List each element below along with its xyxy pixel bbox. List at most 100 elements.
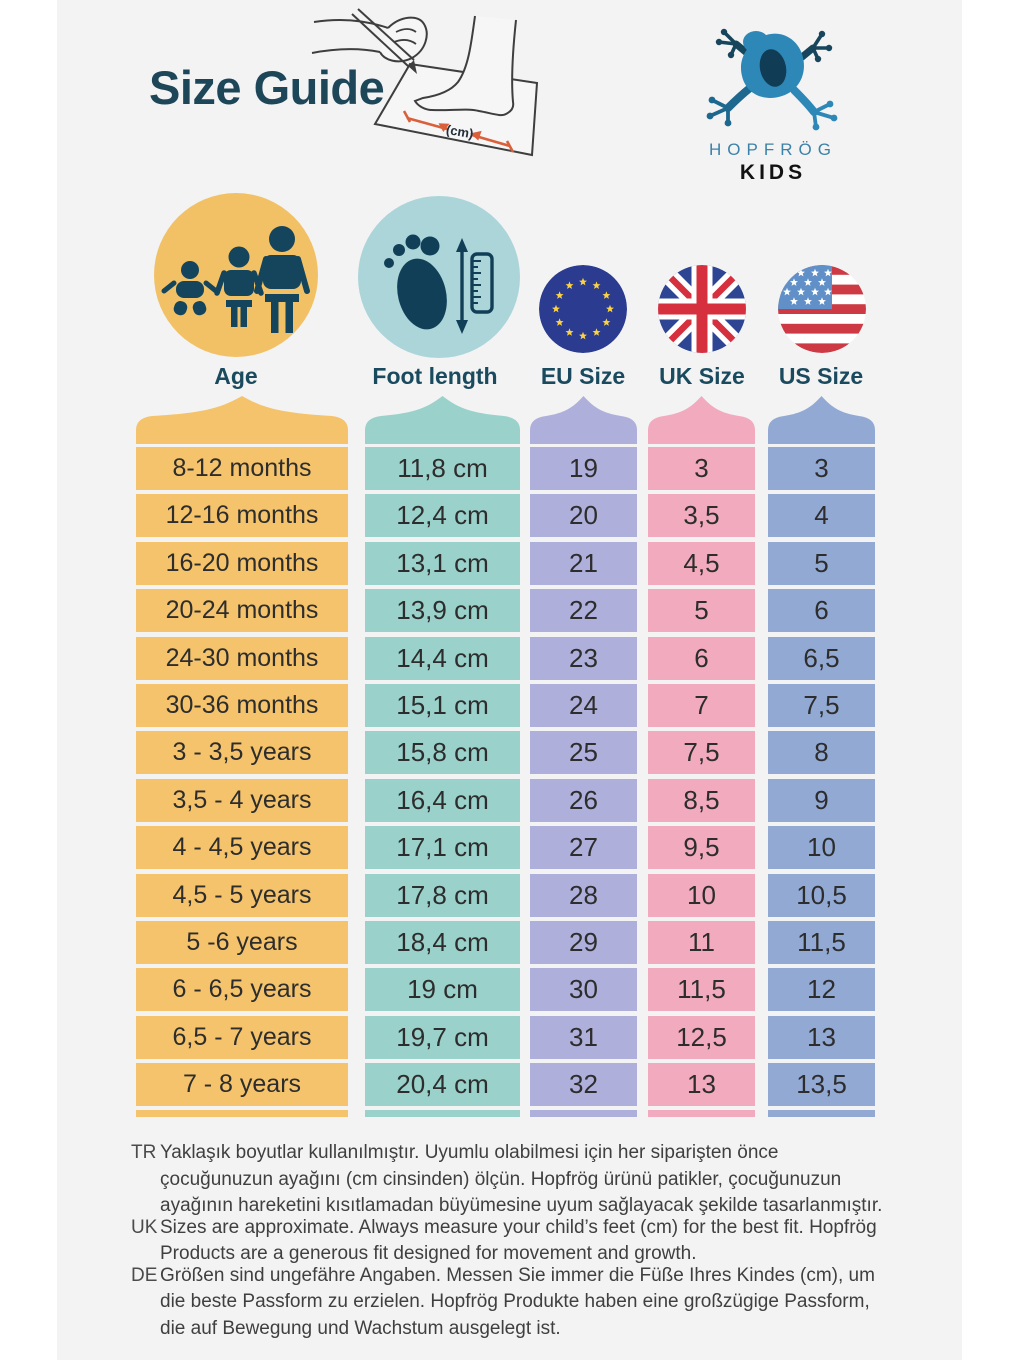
table-cell: 3: [768, 447, 875, 490]
table-cell: 19 cm: [365, 968, 520, 1012]
table-cell: 31: [530, 1015, 637, 1059]
table-cell: 6,5 - 7 years: [136, 1015, 348, 1059]
table-cell: 30: [530, 968, 637, 1012]
table-cell: 20,4 cm: [365, 1063, 520, 1107]
brand-sub: KIDS: [739, 161, 807, 184]
table-cell: 10: [648, 873, 755, 917]
table-cell: 25: [530, 731, 637, 775]
table-cell: 3: [648, 447, 755, 490]
table-column-us-size: 3 4 5 6 6,5 7,5 8 9 10 10,5 11,5 12 13 13,5: [768, 396, 875, 1117]
footnotes: TR Yaklaşık boyutlar kullanılmıştır. Uyu…: [131, 1140, 921, 1339]
table-cell: 13: [768, 1015, 875, 1059]
table-cell: 7: [648, 683, 755, 727]
note-lang-tr: TR: [131, 1142, 157, 1163]
table-cell: 11,5: [768, 920, 875, 964]
table-cell: 11,5: [648, 968, 755, 1012]
table-cell: 9: [768, 778, 875, 822]
table-cell: 11,8 cm: [365, 447, 520, 490]
column-dome: [530, 396, 637, 444]
table-cell: 6 - 6,5 years: [136, 968, 348, 1012]
table-cell: 16-20 months: [136, 541, 348, 585]
table-cell: 8,5: [648, 778, 755, 822]
note-lang-uk: UK: [131, 1216, 158, 1238]
table-cell: 8-12 months: [136, 447, 348, 490]
table-cell: 17,1 cm: [365, 826, 520, 870]
table-cell: 17,8 cm: [365, 873, 520, 917]
foot-ruler-icon: [358, 196, 520, 358]
eu-flag-icon: [539, 265, 627, 353]
table-column-uk-size: 3 3,5 4,5 5 6 7 7,5 8,5 9,5 10 11 11,5 12,5 13: [648, 396, 755, 1117]
table-cell: 22: [530, 589, 637, 633]
column-label-foot-length: Foot length: [372, 363, 498, 389]
table-cell: 11: [648, 920, 755, 964]
table-cell: 15,8 cm: [365, 731, 520, 775]
table-cell: 6: [648, 636, 755, 680]
table-cell: 7,5: [768, 683, 875, 727]
cropped-row-sliver: [768, 1110, 875, 1117]
table-cell: 3,5 - 4 years: [136, 778, 348, 822]
table-cell: 4: [768, 494, 875, 538]
table-cell: 12-16 months: [136, 494, 348, 538]
cropped-row-sliver: [530, 1110, 637, 1117]
note-text-uk: Sizes are approximate. Always measure yo…: [160, 1216, 877, 1265]
table-cell: 28: [530, 873, 637, 917]
uk-flag-icon: [658, 265, 746, 353]
table-cell: 29: [530, 920, 637, 964]
table-cell: 32: [530, 1063, 637, 1107]
table-column-foot-length: 11,8 cm 12,4 cm 13,1 cm 13,9 cm 14,4 cm 15,1 …: [365, 396, 520, 1117]
column-label-uk-size: UK Size: [659, 363, 745, 389]
table-cell: 21: [530, 541, 637, 585]
table-cell: 12: [768, 968, 875, 1012]
note-text-tr: Yaklaşık boyutlar kullanılmıştır. Uyumlu…: [160, 1142, 883, 1216]
table-cell: 14,4 cm: [365, 636, 520, 680]
table-cell: 5 -6 years: [136, 920, 348, 964]
note-de: DE Größen sind ungefähre Angaben. Messen…: [131, 1263, 921, 1343]
table-cell: 7,5: [648, 731, 755, 775]
table-cell: 7 - 8 years: [136, 1063, 348, 1107]
table-cell: 12,4 cm: [365, 494, 520, 538]
table-cell: 6,5: [768, 636, 875, 680]
table-cell: 20: [530, 494, 637, 538]
table-column-age: 8-12 months 12-16 months 16-20 months 20-24…: [136, 396, 348, 1117]
brand-name: HOPFRÖG: [709, 140, 837, 159]
foot-measuring-illustration: (cm): [311, 8, 539, 157]
page-title: Size Guide: [149, 61, 385, 114]
table-cell: 16,4 cm: [365, 778, 520, 822]
table-cell: 13: [648, 1063, 755, 1107]
frog-logo-icon: [706, 28, 838, 131]
table-cell: 20-24 months: [136, 589, 348, 633]
table-cell: 30-36 months: [136, 683, 348, 727]
table-cell: 18,4 cm: [365, 920, 520, 964]
column-label-age: Age: [214, 363, 258, 389]
table-cell: 19: [530, 447, 637, 490]
table-column-eu-size: 19 20 21 22 23 24 25 26 27 28 29 30 31 32: [530, 396, 637, 1117]
column-dome: [365, 396, 520, 444]
table-cell: 15,1 cm: [365, 683, 520, 727]
table-cell: 4,5: [648, 541, 755, 585]
table-cell: 27: [530, 826, 637, 870]
table-cell: 3,5: [648, 494, 755, 538]
column-label-us-size: US Size: [778, 363, 864, 389]
table-cell: 10: [768, 826, 875, 870]
note-tr: TR Yaklaşık boyutlar kullanılmıştır. Uyu…: [131, 1140, 921, 1220]
table-cell: 10,5: [768, 873, 875, 917]
cm-unit-label: (cm): [445, 122, 475, 142]
cropped-row-sliver: [648, 1110, 755, 1117]
table-cell: 8: [768, 731, 875, 775]
table-cell: 13,1 cm: [365, 541, 520, 585]
column-dome: [648, 396, 755, 444]
table-cell: 13,5: [768, 1063, 875, 1107]
table-cell: 12,5: [648, 1015, 755, 1059]
table-cell: 23: [530, 636, 637, 680]
column-dome: [768, 396, 875, 444]
table-cell: 9,5: [648, 826, 755, 870]
table-cell: 13,9 cm: [365, 589, 520, 633]
table-cell: 24-30 months: [136, 636, 348, 680]
note-text-de: Größen sind ungefähre Angaben. Messen Si…: [160, 1264, 875, 1339]
table-cell: 26: [530, 778, 637, 822]
table-cell: 4 - 4,5 years: [136, 826, 348, 870]
brand-logo: HOPFRÖG KIDS: [688, 24, 858, 185]
table-cell: 24: [530, 683, 637, 727]
cropped-row-sliver: [365, 1110, 520, 1117]
